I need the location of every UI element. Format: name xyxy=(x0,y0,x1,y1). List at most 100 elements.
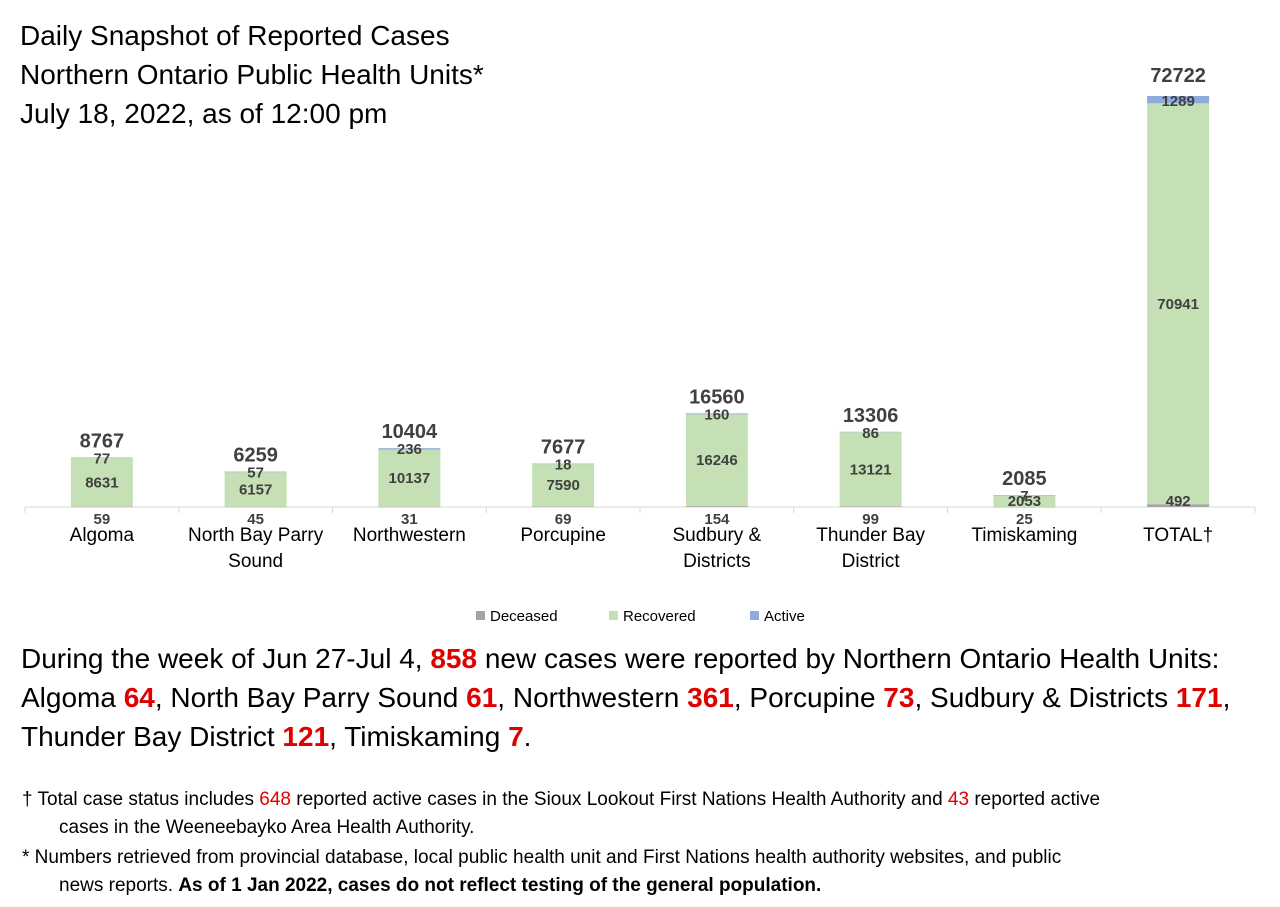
footnote-count-sioux-lookout: 648 xyxy=(259,789,291,810)
data-label-active: 160 xyxy=(704,406,729,423)
bar-active-northwestern xyxy=(378,448,441,450)
summary-count-porcupine: 73 xyxy=(883,682,915,713)
weekly-summary: During the week of Jun 27-Jul 4, 858 new… xyxy=(21,639,1271,756)
summary-text: , Thunder Bay District xyxy=(21,682,1231,752)
data-label-recovered: 2053 xyxy=(1008,493,1041,510)
summary-count-sudbury: 171 xyxy=(1175,682,1223,713)
data-label-deceased: 99 xyxy=(862,511,879,528)
footnote-bold-note: As of 1 Jan 2022, cases do not reflect t… xyxy=(178,875,822,896)
category-label: Algoma xyxy=(70,525,135,546)
category-label: Porcupine xyxy=(520,525,606,546)
bar-deceased-total xyxy=(1147,504,1210,507)
bar-recovered-total xyxy=(1147,103,1210,505)
footnote-text: † Total case status includes xyxy=(22,789,260,810)
summary-text: , North Bay Parry Sound xyxy=(154,682,467,713)
summary-count-total: 858 xyxy=(430,643,478,674)
footnote-text: reported active cases in the Sioux Looko… xyxy=(291,789,948,810)
bar-deceased-algoma xyxy=(70,506,133,508)
summary-text: , Sudbury & Districts xyxy=(914,682,1176,713)
data-label-recovered: 10137 xyxy=(389,470,431,487)
data-label-total: 8767 xyxy=(80,430,125,452)
data-label-recovered: 8631 xyxy=(85,474,118,491)
data-label-recovered: 7590 xyxy=(546,477,579,494)
data-label-total: 72722 xyxy=(1150,65,1206,87)
bar-active-algoma xyxy=(70,457,133,458)
data-label-recovered: 16246 xyxy=(696,452,738,469)
bar-recovered-porcupine xyxy=(532,463,595,507)
bar-recovered-northwestern xyxy=(378,449,441,507)
summary-text: . xyxy=(523,721,532,752)
bar-deceased-sudbury-districts xyxy=(685,506,748,507)
footnote-text: news reports. xyxy=(59,875,179,896)
legend-swatch-active xyxy=(750,611,759,620)
bar-deceased-porcupine xyxy=(532,506,595,508)
bar-active-thunder-bay-district xyxy=(839,431,902,433)
data-label-active: 7 xyxy=(1020,488,1028,505)
footnote-asterisk: * Numbers retrieved from provincial data… xyxy=(22,844,1272,900)
data-label-recovered: 6157 xyxy=(239,481,272,498)
bar-active-north-bay-parry-sound xyxy=(224,471,287,473)
category-label: Sudbury & xyxy=(673,525,762,546)
data-label-active: 86 xyxy=(862,425,879,442)
legend-swatch-deceased xyxy=(476,611,485,620)
bar-recovered-sudbury-districts xyxy=(685,414,748,507)
bar-recovered-algoma xyxy=(70,457,133,507)
data-label-active: 18 xyxy=(555,457,572,474)
bar-active-timiskaming xyxy=(993,495,1056,496)
data-label-total: 13306 xyxy=(843,405,899,427)
bars-group xyxy=(24,96,1256,513)
bar-deceased-timiskaming xyxy=(993,506,1056,508)
bar-deceased-thunder-bay-district xyxy=(839,506,902,507)
bar-active-sudbury-districts xyxy=(685,413,748,415)
summary-text: , Timiskaming xyxy=(329,721,509,752)
summary-text: , Porcupine xyxy=(733,682,884,713)
summary-text: new cases were reported by Northern Onta… xyxy=(21,643,1220,713)
legend-label-deceased: Deceased xyxy=(490,608,558,625)
bar-active-porcupine xyxy=(532,463,595,465)
category-label: North Bay Parry xyxy=(188,525,324,546)
summary-count-northwestern: 361 xyxy=(687,682,734,713)
category-label: Sound xyxy=(228,551,283,572)
summary-count-thunder-bay: 121 xyxy=(282,721,330,752)
data-label-active: 57 xyxy=(247,465,264,482)
category-label: Timiskaming xyxy=(971,525,1077,546)
data-label-deceased: 59 xyxy=(94,511,111,528)
legend: Deceased Recovered Active xyxy=(476,608,805,625)
data-label-deceased: 492 xyxy=(1166,493,1191,510)
data-label-deceased: 154 xyxy=(704,511,730,528)
data-label-total: 6259 xyxy=(233,445,278,467)
data-label-total: 10404 xyxy=(382,421,438,443)
data-label-active: 236 xyxy=(397,441,422,458)
category-label: Northwestern xyxy=(353,525,466,546)
legend-label-recovered: Recovered xyxy=(623,608,696,625)
summary-count-timiskaming: 7 xyxy=(508,721,524,752)
data-label-recovered: 13121 xyxy=(850,461,892,478)
data-label-active: 1289 xyxy=(1161,93,1194,110)
data-label-total: 2085 xyxy=(1002,468,1047,490)
data-label-recovered: 70941 xyxy=(1157,296,1199,313)
category-label: District xyxy=(842,551,901,572)
data-label-active: 77 xyxy=(94,450,111,467)
data-label-deceased: 69 xyxy=(555,511,572,528)
bar-recovered-thunder-bay-district xyxy=(839,432,902,507)
data-label-total: 7677 xyxy=(541,437,586,459)
footnote-text: reported active xyxy=(969,789,1101,810)
summary-count-algoma: 64 xyxy=(123,682,155,713)
title-line-1: Daily Snapshot of Reported Cases xyxy=(20,20,450,51)
title-line-2: Northern Ontario Public Health Units* xyxy=(20,59,484,90)
category-label: TOTAL† xyxy=(1143,525,1213,546)
summary-text: , Northwestern xyxy=(497,682,688,713)
title-line-3: July 18, 2022, as of 12:00 pm xyxy=(20,98,388,129)
data-label-deceased: 45 xyxy=(247,511,264,528)
bar-recovered-north-bay-parry-sound xyxy=(224,471,287,507)
footnote-text: * Numbers retrieved from provincial data… xyxy=(22,847,1062,868)
footnote-count-weeneebayko: 43 xyxy=(947,789,970,810)
data-label-total: 16560 xyxy=(689,386,745,408)
bar-deceased-north-bay-parry-sound xyxy=(224,506,287,508)
category-label: Districts xyxy=(683,551,751,572)
footnote-text: cases in the Weeneebayko Area Health Aut… xyxy=(59,817,475,838)
data-label-deceased: 25 xyxy=(1016,511,1033,528)
summary-text: During the week of Jun 27-Jul 4, xyxy=(21,643,431,674)
